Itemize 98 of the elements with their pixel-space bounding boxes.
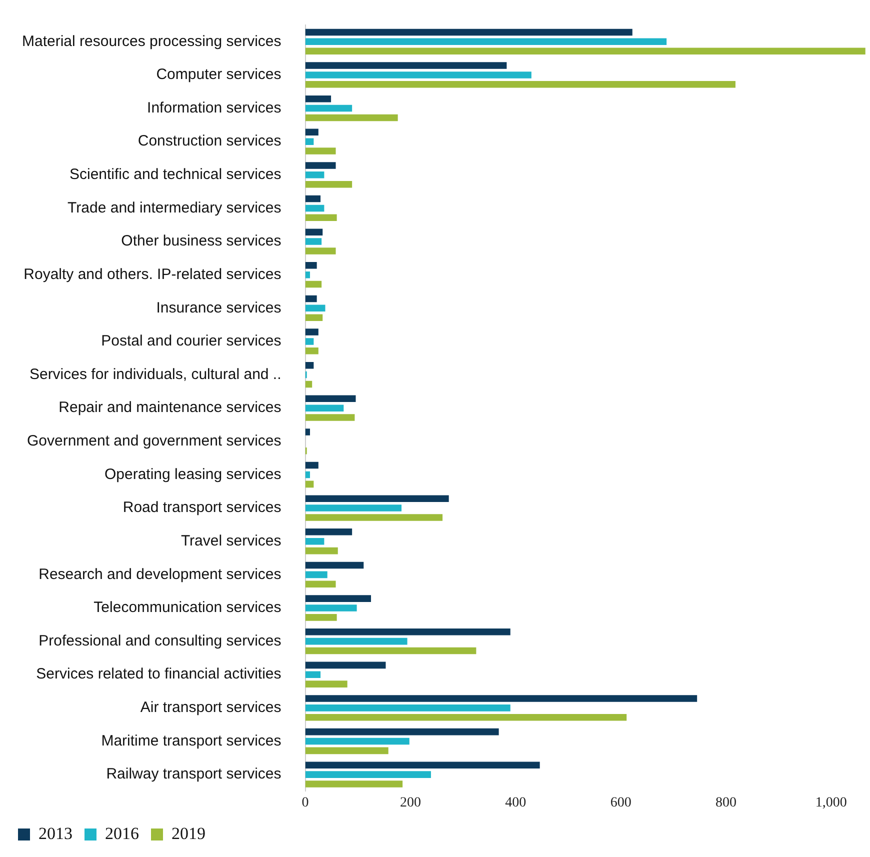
bar	[305, 414, 355, 421]
y-tick-label: Information services	[147, 99, 282, 116]
bar	[305, 295, 317, 302]
bar	[305, 747, 388, 754]
x-tick-label: 800	[716, 795, 736, 810]
bar	[305, 662, 386, 669]
y-tick-label: Insurance services	[156, 299, 282, 316]
bar	[305, 148, 336, 154]
bar	[305, 428, 310, 436]
x-tick-label: 200	[400, 795, 421, 810]
bar	[305, 638, 408, 645]
bar	[305, 48, 866, 54]
bar	[305, 604, 357, 612]
legend-label: 2016	[105, 824, 139, 843]
y-tick-label: Royalty and others. IP-related services	[24, 266, 282, 283]
bar	[305, 95, 332, 102]
bar	[305, 62, 507, 69]
bar	[305, 314, 323, 321]
bar	[305, 538, 324, 545]
bar	[305, 248, 336, 254]
y-tick-label: Services for individuals, cultural and ..	[29, 366, 282, 383]
bar	[305, 72, 532, 78]
y-tick-label: Scientific and technical services	[69, 166, 282, 184]
bar	[305, 328, 318, 336]
bar	[305, 728, 499, 736]
bar	[305, 204, 324, 212]
bar	[305, 138, 314, 145]
bar	[305, 28, 632, 36]
bar	[305, 762, 540, 769]
y-tick-label: Maritime transport services	[101, 732, 282, 750]
bar	[305, 462, 318, 469]
bar	[305, 695, 698, 702]
bar	[305, 680, 348, 688]
bar	[305, 38, 667, 46]
bar	[305, 338, 314, 345]
y-tick-label: Operating leasing services	[104, 466, 282, 483]
bar	[305, 172, 324, 178]
bar	[305, 262, 317, 269]
bar	[305, 404, 344, 412]
bar	[305, 380, 312, 388]
bar	[305, 304, 326, 312]
bar	[305, 595, 372, 602]
y-tick-label: Construction services	[138, 132, 282, 150]
bar	[305, 238, 322, 245]
x-tick-label: 0	[302, 795, 309, 810]
y-tick-label: Computer services	[156, 66, 282, 84]
bar	[305, 580, 336, 588]
y-tick-label: Government and government services	[26, 432, 282, 450]
y-tick-label: Telecommunication services	[94, 599, 282, 616]
legend-label: 2019	[172, 824, 206, 843]
bar	[305, 495, 449, 502]
bar	[305, 647, 476, 654]
y-tick-label: Trade and intermediary services	[68, 199, 282, 216]
bar	[305, 704, 510, 712]
x-tick-label: 600	[610, 795, 632, 810]
bar	[305, 562, 364, 569]
bar	[305, 471, 310, 478]
bar	[305, 628, 510, 636]
bar	[305, 214, 337, 222]
bar	[305, 514, 443, 521]
y-tick-label: Travel services	[180, 532, 282, 550]
y-tick-label: Air transport services	[140, 699, 282, 716]
bar	[305, 348, 318, 354]
bar	[305, 114, 398, 122]
y-tick-label: Postal and courier services	[101, 332, 282, 350]
bar	[305, 671, 321, 678]
y-tick-label: Road transport services	[122, 499, 282, 516]
x-tick-label: 1,000	[815, 795, 847, 810]
bar	[305, 228, 323, 236]
y-tick-label: Repair and maintenance services	[58, 399, 282, 416]
y-tick-label: Research and development services	[38, 566, 282, 583]
bar	[305, 81, 736, 88]
bar	[305, 571, 328, 578]
bar	[305, 738, 410, 745]
y-tick-label: Professional and consulting services	[38, 632, 282, 650]
y-tick-label: Other business services	[121, 232, 282, 250]
bar	[305, 162, 336, 169]
bar	[305, 528, 352, 536]
bar	[305, 614, 337, 621]
y-tick-label: Railway transport services	[106, 766, 282, 783]
legend-label: 2013	[38, 824, 72, 843]
bar	[305, 480, 314, 488]
bar	[305, 128, 318, 136]
x-tick-label: 400	[505, 795, 526, 810]
bar	[305, 504, 402, 512]
y-tick-label: Material resources processing services	[22, 32, 282, 50]
bar	[305, 771, 431, 778]
bar	[305, 395, 356, 402]
bar	[305, 180, 352, 188]
bar	[305, 195, 321, 202]
bar	[305, 547, 338, 554]
y-tick-label: Services related to financial activities	[36, 666, 282, 683]
bar	[305, 362, 314, 369]
bar	[305, 271, 310, 278]
bar	[305, 104, 352, 112]
bar	[305, 714, 627, 721]
bar	[305, 780, 403, 788]
bar	[305, 280, 322, 288]
